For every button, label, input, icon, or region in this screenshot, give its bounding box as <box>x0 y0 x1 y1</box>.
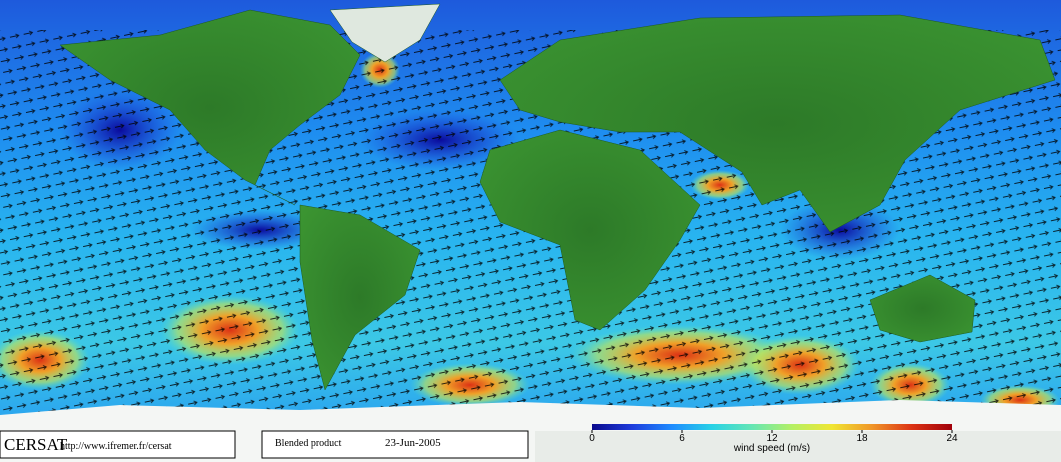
logo-box <box>0 430 236 459</box>
url: http://www.ifremer.fr/cersat <box>60 441 172 452</box>
colorbar-label: wind speed (m/s) <box>733 443 810 454</box>
colorbar-tick-label: 6 <box>679 433 685 444</box>
colorbar-tick-label: 0 <box>589 433 595 444</box>
info-box <box>261 430 529 459</box>
colorbar-panel <box>535 431 1061 462</box>
colorbar-tick-label: 12 <box>766 433 778 444</box>
colorbar-tick-label: 24 <box>946 433 958 444</box>
product: Blended product <box>275 438 342 449</box>
colorbar <box>592 424 952 430</box>
logo: CERSAT <box>4 435 68 454</box>
date: 23-Jun-2005 <box>385 437 441 449</box>
colorbar-tick-label: 18 <box>856 433 868 444</box>
